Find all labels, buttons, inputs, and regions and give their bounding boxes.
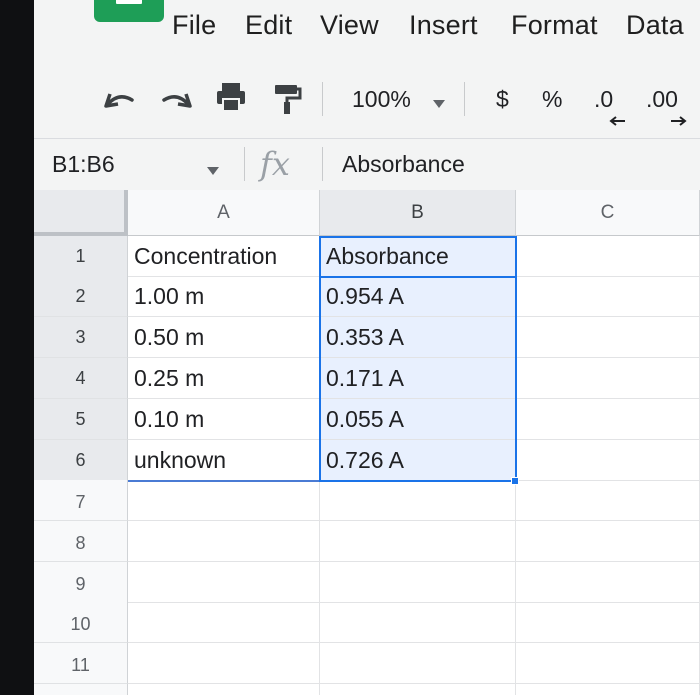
sheet-grid: A B C 1 Concentration Absorbance 2 1.00 m 0.954 …	[34, 190, 700, 695]
paint-format-icon[interactable]	[272, 82, 302, 116]
menu-edit[interactable]: Edit	[245, 10, 293, 40]
cell-a7[interactable]	[128, 480, 320, 521]
cell-a11[interactable]	[128, 643, 320, 684]
arrow-right-icon	[671, 116, 687, 126]
undo-icon[interactable]	[102, 84, 136, 114]
row-header-2[interactable]: 2	[34, 276, 128, 317]
row-header-4[interactable]: 4	[34, 358, 128, 399]
increase-decimal-label: .00	[646, 86, 678, 112]
formula-bar-separator	[244, 147, 245, 181]
toolbar-separator	[322, 82, 323, 116]
cell-c12[interactable]	[516, 684, 700, 695]
cell-a3[interactable]: 0.50 m	[128, 317, 320, 358]
redo-icon[interactable]	[160, 84, 194, 114]
cell-b6[interactable]: 0.726 A	[320, 440, 516, 481]
menu-view[interactable]: View	[320, 10, 379, 40]
cell-b10[interactable]	[320, 602, 516, 643]
cell-a8[interactable]	[128, 521, 320, 562]
column-header-b[interactable]: B	[320, 190, 516, 236]
chevron-down-icon[interactable]	[432, 96, 446, 114]
formula-bar-separator	[322, 147, 323, 181]
fill-handle[interactable]	[511, 477, 519, 485]
cell-c6[interactable]	[516, 440, 700, 481]
cell-a6[interactable]: unknown	[128, 440, 320, 481]
spreadsheet-screen: File Edit View Insert Format Data	[34, 0, 700, 695]
range-border	[128, 480, 320, 482]
name-box[interactable]: B1:B6	[52, 151, 115, 177]
cell-a4[interactable]: 0.25 m	[128, 358, 320, 399]
currency-format-button[interactable]: $	[496, 86, 509, 112]
cell-c10[interactable]	[516, 602, 700, 643]
row-header-12[interactable]: 12	[34, 684, 128, 695]
row-header-10[interactable]: 10	[34, 602, 128, 643]
toolbar-separator	[464, 82, 465, 116]
sheets-logo[interactable]	[94, 0, 164, 22]
cell-a9[interactable]	[128, 562, 320, 603]
row-header-6[interactable]: 6	[34, 440, 128, 481]
cell-b2[interactable]: 0.954 A	[320, 276, 516, 317]
increase-decimal-button[interactable]: .00	[646, 86, 687, 126]
select-all-corner[interactable]	[34, 190, 128, 236]
cell-b3[interactable]: 0.353 A	[320, 317, 516, 358]
cell-c2[interactable]	[516, 276, 700, 317]
row-header-11[interactable]: 11	[34, 643, 128, 684]
row-header-9[interactable]: 9	[34, 562, 128, 603]
arrow-left-icon	[609, 116, 625, 126]
menu-format[interactable]: Format	[511, 10, 598, 40]
row-header-3[interactable]: 3	[34, 317, 128, 358]
chevron-down-icon[interactable]	[206, 163, 220, 181]
decrease-decimal-label: .0	[594, 86, 614, 112]
print-icon[interactable]	[214, 80, 248, 114]
cell-b11[interactable]	[320, 643, 516, 684]
menu-data[interactable]: Data	[626, 10, 684, 40]
cell-a10[interactable]	[128, 602, 320, 643]
cell-c11[interactable]	[516, 643, 700, 684]
menu-insert[interactable]: Insert	[409, 10, 478, 40]
cell-c1[interactable]	[516, 236, 700, 277]
cell-b7[interactable]	[320, 480, 516, 521]
fx-icon: fx	[260, 145, 290, 183]
cell-b9[interactable]	[320, 562, 516, 603]
cell-b12[interactable]	[320, 684, 516, 695]
menu-file[interactable]: File	[172, 10, 217, 40]
cell-b4[interactable]: 0.171 A	[320, 358, 516, 399]
cell-a2[interactable]: 1.00 m	[128, 276, 320, 317]
formula-bar: B1:B6 fx Absorbance	[34, 138, 700, 188]
cell-b1[interactable]: Absorbance	[320, 236, 516, 277]
column-header-a[interactable]: A	[128, 190, 320, 236]
cell-c7[interactable]	[516, 480, 700, 521]
formula-input[interactable]: Absorbance	[342, 151, 465, 177]
column-header-c[interactable]: C	[516, 190, 700, 236]
cell-a1[interactable]: Concentration	[128, 236, 320, 277]
cell-c9[interactable]	[516, 562, 700, 603]
cell-b8[interactable]	[320, 521, 516, 562]
zoom-select[interactable]: 100%	[352, 86, 411, 112]
cell-a5[interactable]: 0.10 m	[128, 399, 320, 440]
cell-c5[interactable]	[516, 399, 700, 440]
row-header-7[interactable]: 7	[34, 480, 128, 521]
cell-c8[interactable]	[516, 521, 700, 562]
cell-a12[interactable]	[128, 684, 320, 695]
cell-c4[interactable]	[516, 358, 700, 399]
decrease-decimal-button[interactable]: .0	[594, 86, 625, 126]
cell-c3[interactable]	[516, 317, 700, 358]
row-header-5[interactable]: 5	[34, 399, 128, 440]
row-header-1[interactable]: 1	[34, 236, 128, 277]
row-header-8[interactable]: 8	[34, 521, 128, 562]
toolbar: 100% $ % .0 .00	[34, 70, 700, 128]
percent-format-button[interactable]: %	[542, 86, 563, 112]
cell-b5[interactable]: 0.055 A	[320, 399, 516, 440]
